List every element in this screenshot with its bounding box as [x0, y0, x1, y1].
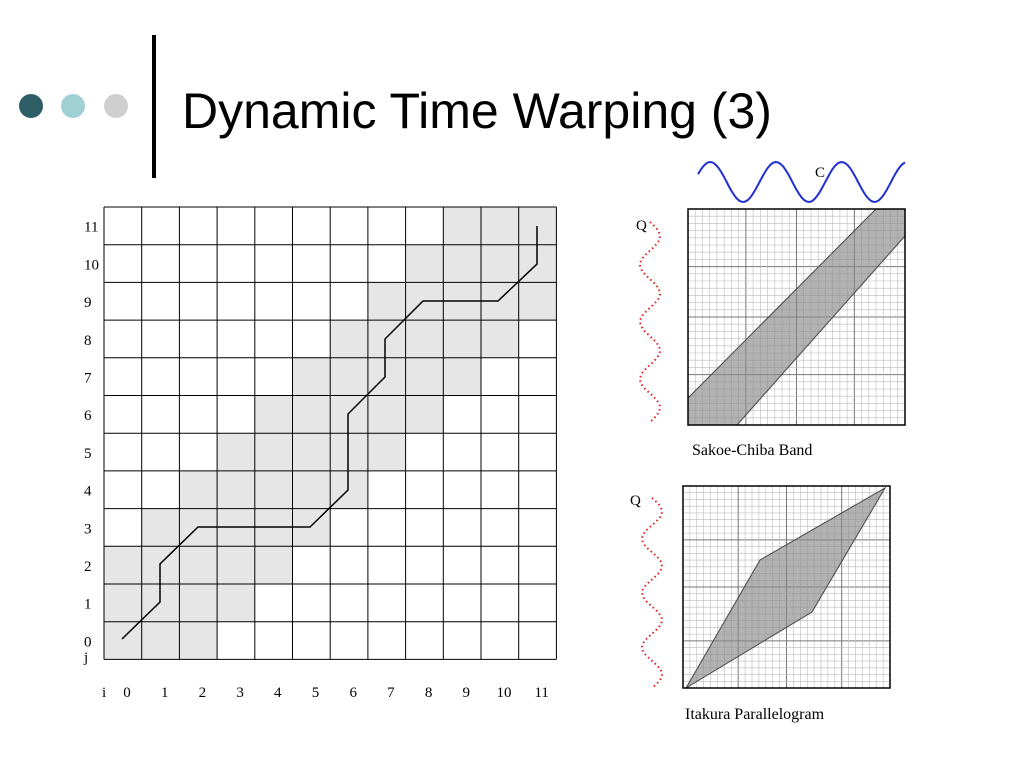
- dtw-grid: 0 1 2 3 4 5 6 7 8 9 10 11 0 1 2 3 4 5 6 7 8 9 10 11 i j: [83, 206, 557, 701]
- j-label: 5: [84, 446, 92, 462]
- j-label: 11: [84, 220, 98, 236]
- plot-frame: [687, 208, 906, 426]
- band-cell: [217, 433, 255, 471]
- bullet-dot: [61, 94, 85, 118]
- j-label: 10: [84, 257, 99, 273]
- bullet-dot: [104, 94, 128, 118]
- band-cell: [405, 357, 444, 396]
- j-label: 7: [84, 371, 92, 387]
- band-cell: [217, 546, 255, 584]
- j-label: 3: [84, 521, 92, 537]
- band-cell: [367, 357, 406, 396]
- sakoe-chiba-diagram: C Q Sakoe-Chiba Band: [636, 160, 906, 459]
- band-cell: [367, 320, 406, 358]
- band-cell: [292, 433, 331, 471]
- band-cell: [443, 207, 481, 245]
- band-cell: [179, 621, 218, 660]
- band-cell: [405, 395, 444, 434]
- band-cell: [330, 395, 368, 434]
- series-q-wave: [638, 221, 661, 423]
- band-cell: [367, 282, 406, 321]
- band-cell: [367, 433, 406, 471]
- band-cell: [330, 470, 368, 509]
- band-cell: [254, 433, 293, 471]
- i-label: 5: [312, 685, 320, 701]
- band-cell: [141, 621, 180, 660]
- band-cell: [481, 320, 519, 358]
- band-cell: [104, 546, 142, 584]
- i-label: 4: [274, 685, 282, 701]
- band-cell: [367, 395, 406, 434]
- plot-frame: [682, 485, 891, 689]
- band-cell: [179, 470, 218, 509]
- band-cell: [330, 320, 368, 358]
- band-cell: [330, 357, 368, 396]
- band-cell: [104, 621, 142, 660]
- band-cell: [292, 470, 331, 509]
- band-cell: [443, 244, 481, 283]
- i-label: 9: [463, 685, 471, 701]
- slide-title: Dynamic Time Warping (3): [182, 83, 772, 139]
- j-label: 1: [84, 597, 92, 613]
- i-label: 1: [161, 685, 169, 701]
- band-cell: [481, 207, 519, 245]
- j-axis-name: j: [83, 650, 88, 666]
- series-q-label: Q: [636, 218, 647, 234]
- band-cell: [481, 244, 519, 283]
- warping-path: [121, 226, 538, 640]
- j-label: 6: [84, 408, 92, 424]
- caption: Itakura Parallelogram: [685, 706, 825, 723]
- j-label: 9: [84, 295, 92, 311]
- i-label: 10: [497, 685, 512, 701]
- band-cell: [217, 470, 255, 509]
- band-cell: [254, 470, 293, 509]
- i-axis-name: i: [102, 685, 106, 701]
- i-label: 6: [349, 685, 357, 701]
- i-label: 8: [425, 685, 433, 701]
- j-label: 2: [84, 559, 92, 575]
- series-q-label: Q: [630, 493, 641, 509]
- j-label: 8: [84, 333, 92, 349]
- band-cell: [292, 357, 331, 396]
- i-label: 7: [387, 685, 395, 701]
- band-cell: [254, 546, 293, 584]
- itakura-diagram: Q Itakura Parallelogram: [630, 485, 891, 723]
- band-cell: [405, 320, 444, 358]
- parallelogram-region: [685, 486, 887, 689]
- i-label: 3: [236, 685, 244, 701]
- band-cell: [179, 546, 218, 584]
- i-label: 0: [123, 685, 131, 701]
- band-cell: [443, 320, 481, 358]
- band-cell: [254, 395, 293, 434]
- series-q-wave: [640, 497, 663, 689]
- band-cell: [141, 508, 180, 547]
- band-cell: [292, 395, 331, 434]
- band-cell: [104, 584, 142, 622]
- band-cell: [179, 584, 218, 622]
- band-cell: [443, 357, 481, 396]
- series-c-label: C: [815, 165, 825, 181]
- band-cell: [405, 244, 444, 283]
- bullet-dot: [19, 94, 43, 118]
- band-cell: [217, 584, 255, 622]
- i-label: 11: [534, 685, 548, 701]
- caption: Sakoe-Chiba Band: [692, 442, 812, 459]
- band-cell: [330, 433, 368, 471]
- j-label: 0: [84, 634, 92, 650]
- series-c-wave: [697, 160, 906, 204]
- j-label: 4: [84, 484, 92, 500]
- i-label: 2: [199, 685, 207, 701]
- band-cell: [518, 282, 557, 321]
